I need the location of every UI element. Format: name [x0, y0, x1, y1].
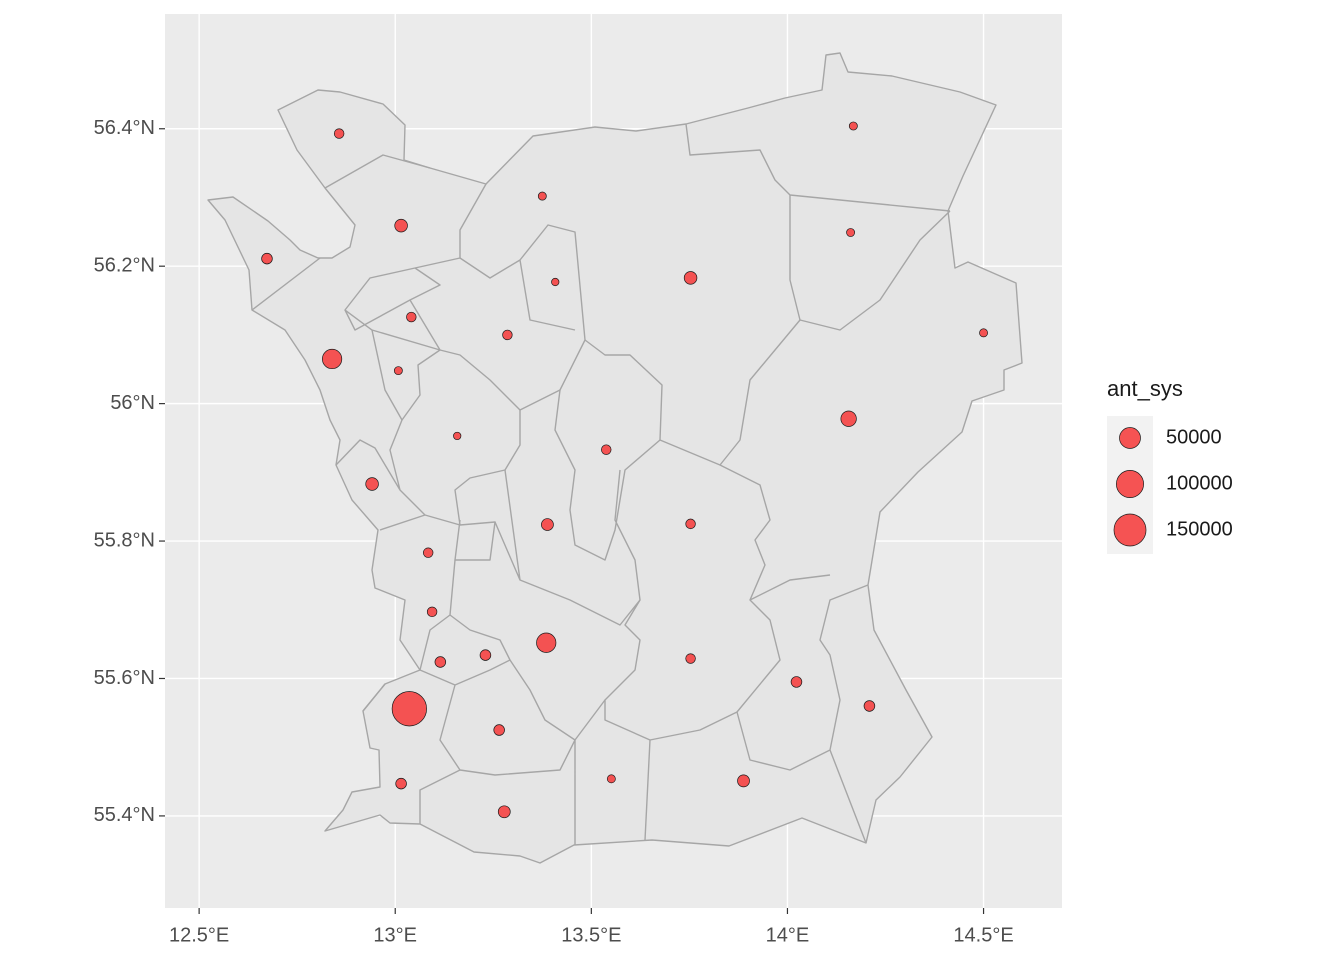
point: [685, 653, 696, 664]
region-border: [324, 154, 431, 189]
x-tick-label: 12.5°E: [169, 924, 229, 946]
point: [333, 128, 345, 139]
point: [551, 277, 560, 287]
point: [737, 774, 750, 788]
region-border: [685, 123, 951, 331]
region-border: [362, 659, 576, 845]
point: [790, 676, 803, 688]
point: [434, 656, 447, 668]
point: [391, 691, 427, 727]
legend-label: 150000: [1166, 518, 1233, 540]
legend-title: ant_sys: [1107, 376, 1183, 401]
y-tick-label: 56.2°N: [94, 254, 155, 276]
point: [395, 777, 407, 790]
region-border: [419, 469, 641, 741]
region-border: [644, 574, 869, 844]
point: [840, 410, 857, 427]
point: [394, 218, 408, 233]
legend-key: [1119, 427, 1141, 449]
point: [453, 431, 462, 441]
points: [261, 121, 988, 819]
point: [683, 271, 698, 285]
point: [406, 311, 417, 323]
y-tick-label: 55.4°N: [94, 804, 155, 826]
point: [393, 366, 403, 376]
legend-key: [1113, 513, 1147, 547]
point: [322, 348, 343, 370]
region-map: [207, 52, 1023, 864]
point: [502, 329, 513, 341]
point: [537, 191, 547, 201]
legend-label: 100000: [1166, 472, 1233, 494]
x-tick-label: 14°E: [766, 924, 810, 946]
point: [479, 649, 492, 661]
point: [365, 477, 379, 491]
point: [497, 805, 511, 819]
region-border: [251, 257, 441, 421]
point: [606, 774, 616, 784]
y-tick-label: 55.6°N: [94, 667, 155, 689]
point: [979, 328, 988, 338]
point: [846, 228, 856, 237]
legend-key: [1116, 470, 1144, 498]
point: [863, 700, 876, 712]
point: [426, 606, 438, 618]
region-outline: [207, 52, 1023, 864]
region-border: [344, 183, 487, 331]
y-tick-label: 56.4°N: [94, 117, 155, 139]
point: [536, 632, 557, 653]
y-tick-label: 55.8°N: [94, 529, 155, 551]
x-tick-label: 14.5°E: [953, 924, 1013, 946]
legend-label: 50000: [1166, 426, 1222, 448]
point: [685, 518, 696, 530]
point: [493, 724, 505, 736]
point: [601, 444, 612, 455]
y-tick-label: 56°N: [110, 392, 155, 414]
x-tick-label: 13°E: [373, 924, 417, 946]
legend: ant_sys 50000 100000 150000: [1107, 376, 1233, 554]
point: [422, 547, 434, 558]
x-tick-label: 13.5°E: [561, 924, 621, 946]
point: [261, 252, 273, 265]
point: [848, 121, 858, 131]
point: [541, 518, 554, 531]
region-border: [335, 410, 521, 561]
axes: 12.5°E 13°E 13.5°E 14°E 14.5°E 55.4°N 55.6°N 55…: [94, 117, 1014, 946]
